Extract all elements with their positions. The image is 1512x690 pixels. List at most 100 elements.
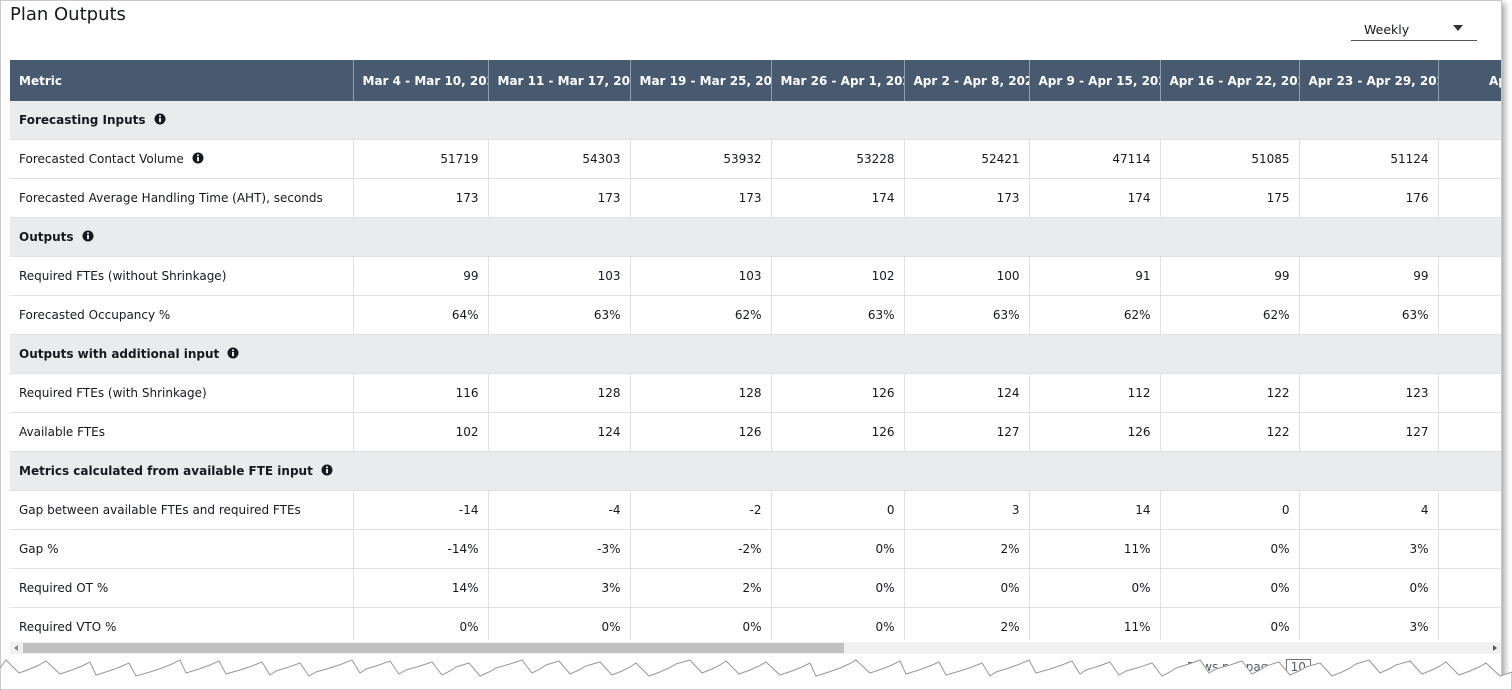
- value-cell: -14%: [353, 529, 489, 569]
- metric-cell: Available FTEs: [10, 412, 354, 452]
- value-cell: 103: [630, 256, 772, 296]
- info-icon[interactable]: [82, 230, 94, 242]
- value-cell: 2%: [904, 607, 1030, 640]
- value-cell: 51719: [353, 139, 489, 179]
- value-cell: 53228: [771, 139, 905, 179]
- value-cell: 0%: [353, 607, 489, 640]
- value-cell: 0%: [771, 568, 905, 608]
- value-cell: 0%: [771, 529, 905, 569]
- value-cell: 63%: [488, 295, 631, 335]
- metric-label: Required FTEs (without Shrinkage): [19, 269, 227, 283]
- value-cell: 3%: [1299, 529, 1439, 569]
- metric-row: Required OT % 14% 3% 2% 0% 0% 0% 0% 0%: [10, 568, 1501, 608]
- value-cell: 128: [630, 373, 772, 413]
- value-cell: 99: [1160, 256, 1300, 296]
- value-cell: 99: [1299, 256, 1439, 296]
- column-header: Apr 2 - Apr 8, 2022: [904, 60, 1030, 101]
- section-title: Metrics calculated from available FTE in…: [19, 464, 313, 478]
- metric-label: Gap between available FTEs and required …: [19, 503, 301, 517]
- value-cell: 103: [488, 256, 631, 296]
- metric-cell: Gap between available FTEs and required …: [10, 490, 354, 530]
- section-title: Forecasting Inputs: [19, 113, 146, 127]
- section-cell: Outputs with additional input: [10, 334, 1501, 374]
- value-cell: 3%: [488, 568, 631, 608]
- metric-cell: Required OT %: [10, 568, 354, 608]
- value-cell: 3: [904, 490, 1030, 530]
- value-cell: 175: [1160, 178, 1300, 218]
- value-cell: 62%: [1160, 295, 1300, 335]
- torn-edge: [0, 659, 1512, 690]
- value-cell: 173: [353, 178, 489, 218]
- metric-cell: Forecasted Average Handling Time (AHT), …: [10, 178, 354, 218]
- value-cell: 122: [1160, 373, 1300, 413]
- value-cell: 51124: [1299, 139, 1439, 179]
- metric-row: Forecasted Occupancy % 64% 63% 62% 63% 63% 62%…: [10, 295, 1501, 335]
- info-icon[interactable]: [192, 152, 204, 164]
- value-cell: 174: [771, 178, 905, 218]
- scroll-thumb[interactable]: [23, 643, 844, 653]
- column-header: Mar 11 - Mar 17, 2022: [488, 60, 631, 101]
- value-cell: -3%: [488, 529, 631, 569]
- value-cell: 173: [630, 178, 772, 218]
- metric-label: Available FTEs: [19, 425, 105, 439]
- metric-row: Forecasted Contact Volume 51719 54303 53932…: [10, 139, 1501, 179]
- section-cell: Outputs: [10, 217, 1501, 257]
- value-cell: 14: [1029, 490, 1161, 530]
- value-cell: 126: [771, 373, 905, 413]
- value-cell: 51085: [1160, 139, 1300, 179]
- value-cell: 126: [630, 412, 772, 452]
- value-cell: 173: [488, 178, 631, 218]
- value-cell: 0%: [1299, 568, 1439, 608]
- value-cell: 63%: [904, 295, 1030, 335]
- value-cell: 2%: [904, 529, 1030, 569]
- value-cell: 176: [1299, 178, 1439, 218]
- value-cell: 0%: [630, 607, 772, 640]
- metric-row: Available FTEs 102 124 126 126 127 126 122 127: [10, 412, 1501, 452]
- metric-label: Gap %: [19, 542, 59, 556]
- period-dropdown[interactable]: Weekly: [1351, 18, 1477, 41]
- info-icon[interactable]: [227, 347, 239, 359]
- scroll-left[interactable]: [12, 642, 20, 654]
- section-row: Forecasting Inputs: [10, 101, 1501, 140]
- value-cell: 14%: [353, 568, 489, 608]
- metric-cell: Forecasted Contact Volume: [10, 139, 354, 179]
- metric-cell: Required VTO %: [10, 607, 354, 640]
- info-icon[interactable]: [321, 464, 333, 476]
- value-cell: [1438, 412, 1501, 452]
- value-cell: 0: [771, 490, 905, 530]
- scroll-right[interactable]: [1491, 642, 1499, 654]
- value-cell: [1438, 529, 1501, 569]
- section-row: Metrics calculated from available FTE in…: [10, 451, 1501, 491]
- value-cell: 122: [1160, 412, 1300, 452]
- value-cell: 2%: [630, 568, 772, 608]
- column-header: Apr 9 - Apr 15, 2022: [1029, 60, 1161, 101]
- value-cell: 127: [1299, 412, 1439, 452]
- metric-cell: Forecasted Occupancy %: [10, 295, 354, 335]
- value-cell: 123: [1299, 373, 1439, 413]
- info-icon[interactable]: [154, 113, 166, 125]
- value-cell: 173: [904, 178, 1030, 218]
- section-cell: Metrics calculated from available FTE in…: [10, 451, 1501, 491]
- section-title: Outputs: [19, 230, 74, 244]
- dropdown-value: Weekly: [1364, 22, 1410, 37]
- value-cell: 102: [353, 412, 489, 452]
- metric-header: Metric: [10, 60, 354, 101]
- value-cell: -4: [488, 490, 631, 530]
- value-cell: 4: [1299, 490, 1439, 530]
- value-cell: 128: [488, 373, 631, 413]
- value-cell: [1438, 490, 1501, 530]
- horizontal-scrollbar[interactable]: [10, 642, 1501, 654]
- column-header: Mar 19 - Mar 25, 2022: [630, 60, 772, 101]
- column-header: Mar 26 - Apr 1, 2022: [771, 60, 905, 101]
- value-cell: 174: [1029, 178, 1161, 218]
- column-header: Mar 4 - Mar 10, 2022: [353, 60, 489, 101]
- value-cell: 0%: [488, 607, 631, 640]
- value-cell: 3%: [1299, 607, 1439, 640]
- value-cell: 99: [353, 256, 489, 296]
- value-cell: 0%: [1160, 568, 1300, 608]
- value-cell: [1438, 256, 1501, 296]
- column-header: Apr 16 - Apr 22, 2022: [1160, 60, 1300, 101]
